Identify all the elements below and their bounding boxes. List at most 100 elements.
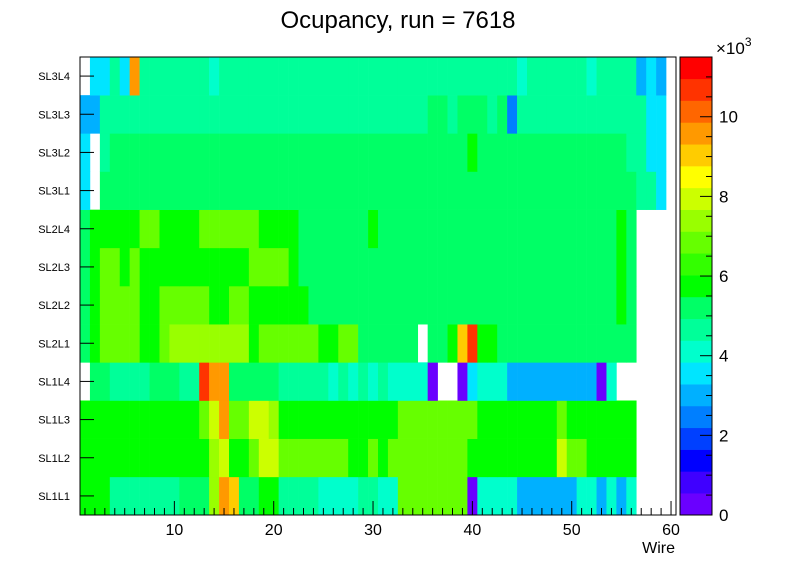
heatmap-cell: [417, 171, 428, 210]
heatmap-cell: [348, 476, 359, 516]
heatmap-cell: [229, 133, 240, 172]
heatmap-cell: [546, 247, 558, 287]
heatmap-cell: [288, 438, 299, 478]
heatmap-cell: [576, 171, 587, 210]
heatmap-cells: [80, 57, 667, 516]
heatmap-cell: [268, 171, 279, 210]
heatmap-cell: [298, 400, 309, 439]
heatmap-cell: [169, 247, 180, 287]
heatmap-cell: [566, 400, 577, 439]
heatmap-cell: [527, 400, 538, 439]
heatmap-cell: [527, 438, 538, 478]
heatmap-cell: [397, 133, 409, 172]
heatmap-cell: [368, 133, 379, 172]
heatmap-cell: [258, 57, 270, 96]
heatmap-cell: [109, 95, 121, 134]
heatmap-cell: [109, 247, 121, 287]
heatmap-cell: [348, 400, 359, 439]
heatmap-cell: [338, 95, 349, 134]
heatmap-cell: [656, 171, 667, 210]
heatmap-cell: [397, 438, 409, 478]
heatmap-cell: [507, 57, 518, 96]
heatmap-cell: [169, 324, 180, 363]
heatmap-cell: [497, 400, 508, 439]
heatmap-cell: [536, 400, 548, 439]
heatmap-cell: [467, 362, 478, 401]
heatmap-cell: [368, 476, 379, 516]
heatmap-cell: [606, 476, 617, 516]
heatmap-cell: [139, 286, 150, 325]
heatmap-cell: [268, 57, 279, 96]
heatmap-cell: [149, 209, 160, 249]
heatmap-cell: [248, 209, 260, 249]
heatmap-cell: [626, 57, 637, 96]
heatmap-cell: [199, 209, 210, 249]
color-scale-swatch: [680, 166, 712, 189]
heatmap-cell: [596, 171, 607, 210]
heatmap-cell: [368, 438, 379, 478]
heatmap-cell: [308, 286, 319, 325]
heatmap-cell: [378, 247, 389, 287]
heatmap-cell: [606, 209, 617, 249]
heatmap-cell: [179, 133, 190, 172]
heatmap-cell: [189, 476, 200, 516]
heatmap-cell: [606, 362, 617, 401]
heatmap-cell: [119, 133, 130, 172]
heatmap-cell: [576, 247, 587, 287]
heatmap-cell: [159, 247, 170, 287]
heatmap-cell: [536, 324, 548, 363]
heatmap-cell: [159, 324, 170, 363]
heatmap-cell: [417, 476, 428, 516]
heatmap-cell: [149, 476, 160, 516]
heatmap-cell: [99, 209, 111, 249]
z-tick-label: 4: [719, 347, 728, 366]
heatmap-cell: [99, 95, 111, 134]
row-label: SL2L3: [38, 262, 70, 274]
heatmap-cell: [368, 247, 379, 287]
heatmap-cell: [417, 400, 428, 439]
heatmap-cell: [199, 324, 210, 363]
heatmap-cell: [129, 438, 140, 478]
heatmap-cell: [338, 286, 349, 325]
heatmap-cell: [238, 362, 250, 401]
heatmap-cell: [99, 171, 111, 210]
heatmap-cell: [517, 57, 528, 96]
heatmap-cell: [457, 171, 468, 210]
heatmap-cell: [477, 133, 488, 172]
heatmap-cell: [169, 209, 180, 249]
heatmap-cell: [656, 57, 667, 96]
heatmap-cell: [467, 209, 478, 249]
heatmap-cell: [477, 362, 488, 401]
heatmap-cell: [149, 247, 160, 287]
heatmap-cell: [358, 95, 369, 134]
heatmap-cell: [209, 476, 220, 516]
heatmap-cell: [229, 171, 240, 210]
heatmap-cell: [209, 171, 220, 210]
heatmap-cell: [368, 400, 379, 439]
row-label: SL3L1: [38, 186, 70, 198]
heatmap-cell: [626, 400, 637, 439]
heatmap-cell: [566, 209, 577, 249]
z-tick-label: 8: [719, 187, 728, 206]
heatmap-cell: [268, 133, 279, 172]
heatmap-cell: [278, 247, 289, 287]
heatmap-cell: [616, 476, 627, 516]
heatmap-cell: [248, 362, 260, 401]
heatmap-cell: [298, 247, 309, 287]
heatmap-cell: [268, 247, 279, 287]
heatmap-cell: [427, 133, 438, 172]
heatmap-cell: [328, 171, 339, 210]
row-label: SL3L4: [38, 71, 70, 83]
heatmap-cell: [427, 247, 438, 287]
heatmap-cell: [248, 95, 260, 134]
heatmap-cell: [368, 286, 379, 325]
heatmap-cell: [517, 247, 528, 287]
heatmap-cell: [229, 362, 240, 401]
heatmap-cell: [199, 57, 210, 96]
heatmap-cell: [238, 400, 250, 439]
heatmap-cell: [149, 133, 160, 172]
heatmap-cell: [586, 209, 597, 249]
color-scale-swatch: [680, 275, 712, 298]
heatmap-cell: [89, 362, 101, 401]
heatmap-cell: [407, 171, 419, 210]
